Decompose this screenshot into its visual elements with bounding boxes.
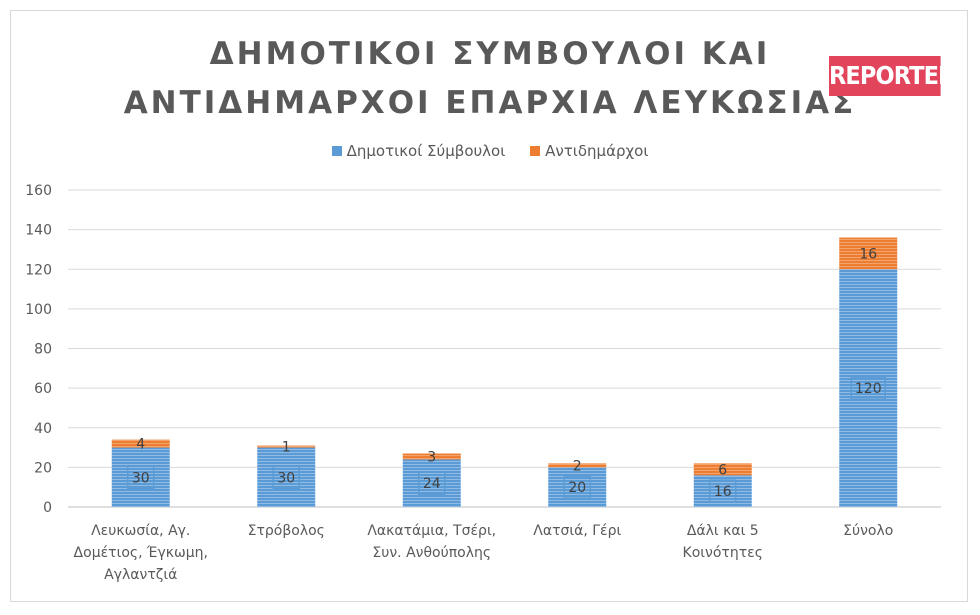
data-label-councillors-0: 30	[132, 470, 150, 486]
bar-deputy-mayors-4	[693, 463, 752, 476]
x-category-label-0-line-0: Λευκωσία, Αγ.	[91, 523, 190, 539]
data-label-box-councillors-0	[127, 465, 155, 490]
data-label-councillors-2: 24	[423, 476, 441, 492]
y-tick-label-120: 120	[25, 262, 52, 278]
data-label-box-councillors-4	[709, 479, 737, 503]
data-label-deputy-mayors-0: 4	[136, 437, 145, 453]
bar-councillors-0	[111, 447, 170, 507]
data-label-deputy-mayors-1: 1	[282, 440, 291, 456]
x-category-label-5-line-0: Σύνολο	[843, 523, 893, 539]
y-tick-label-60: 60	[34, 381, 52, 397]
data-label-councillors-5: 120	[855, 381, 882, 397]
data-label-deputy-mayors-4: 6	[718, 462, 727, 478]
bar-deputy-mayors-1	[257, 445, 316, 448]
data-label-deputy-mayors-3: 2	[573, 458, 582, 474]
y-tick-label-0: 0	[43, 500, 52, 516]
x-category-label-2-line-1: Συν. Ανθούπολης	[372, 545, 491, 561]
data-label-box-councillors-2	[418, 471, 446, 495]
data-label-councillors-3: 20	[568, 480, 586, 496]
chart-title-line-2: ΑΝΤΙΔΗΜΑΡΧΟΙ ΕΠΑΡΧΙΑ ΛΕΥΚΩΣΙΑΣ	[123, 85, 857, 121]
legend-label-deputy-mayors: Αντιδημάρχοι	[545, 142, 649, 160]
bar-councillors-2	[402, 459, 461, 507]
bar-deputy-mayors-2	[402, 453, 461, 460]
y-tick-label-160: 160	[25, 183, 52, 199]
chart-title-line-1: ΔΗΜΟΤΙΚΟΙ ΣΥΜΒΟΥΛΟΙ ΚΑΙ	[209, 36, 771, 72]
chart-title: ΔΗΜΟΤΙΚΟΙ ΣΥΜΒΟΥΛΟΙ ΚΑΙ ΑΝΤΙΔΗΜΑΡΧΟΙ ΕΠΑ…	[0, 30, 980, 128]
bar-deputy-mayors-5	[839, 237, 898, 270]
x-category-label-4-line-0: Δάλι και 5	[687, 523, 759, 539]
legend-label-councillors: Δημοτικοί Σύμβουλοι	[346, 142, 506, 160]
y-tick-label-80: 80	[34, 342, 52, 358]
legend-swatch-deputy-mayors	[530, 146, 541, 156]
y-tick-label-40: 40	[34, 421, 52, 437]
data-label-deputy-mayors-5: 16	[859, 246, 877, 262]
chart-legend: Δημοτικοί Σύμβουλοι Αντιδημάρχοι	[0, 142, 980, 160]
bar-deputy-mayors-3	[548, 463, 607, 468]
bar-deputy-mayors-0	[111, 439, 170, 448]
bar-councillors-5	[839, 269, 898, 507]
x-category-label-3-line-0: Λατσιά, Γέρι	[533, 523, 621, 539]
data-label-deputy-mayors-2: 3	[427, 449, 436, 465]
y-tick-label-100: 100	[25, 302, 52, 318]
data-label-box-councillors-1	[272, 465, 300, 490]
x-category-label-1-line-0: Στρόβολος	[248, 523, 325, 539]
legend-swatch-councillors	[331, 146, 342, 156]
x-category-label-0-line-1: Δομέτιος, Έγκωμη,	[74, 545, 208, 561]
x-category-label-4-line-1: Κοινότητες	[683, 545, 763, 561]
data-label-councillors-4: 16	[714, 484, 732, 500]
y-tick-label-20: 20	[34, 460, 52, 476]
bar-councillors-3	[548, 467, 607, 507]
data-label-box-councillors-5	[850, 376, 886, 400]
x-category-label-2-line-0: Λακατάμια, Τσέρι,	[367, 523, 496, 539]
reporter-logo: REPORTER	[829, 56, 955, 96]
legend-item-deputy-mayors: Αντιδημάρχοι	[530, 142, 648, 160]
data-label-box-councillors-3	[563, 475, 591, 499]
data-label-councillors-1: 30	[277, 470, 295, 486]
y-tick-label-140: 140	[25, 223, 52, 239]
x-category-label-0-line-2: Αγλαντζιά	[104, 567, 177, 583]
legend-item-councillors: Δημοτικοί Σύμβουλοι	[331, 142, 506, 160]
bar-councillors-1	[257, 447, 316, 507]
